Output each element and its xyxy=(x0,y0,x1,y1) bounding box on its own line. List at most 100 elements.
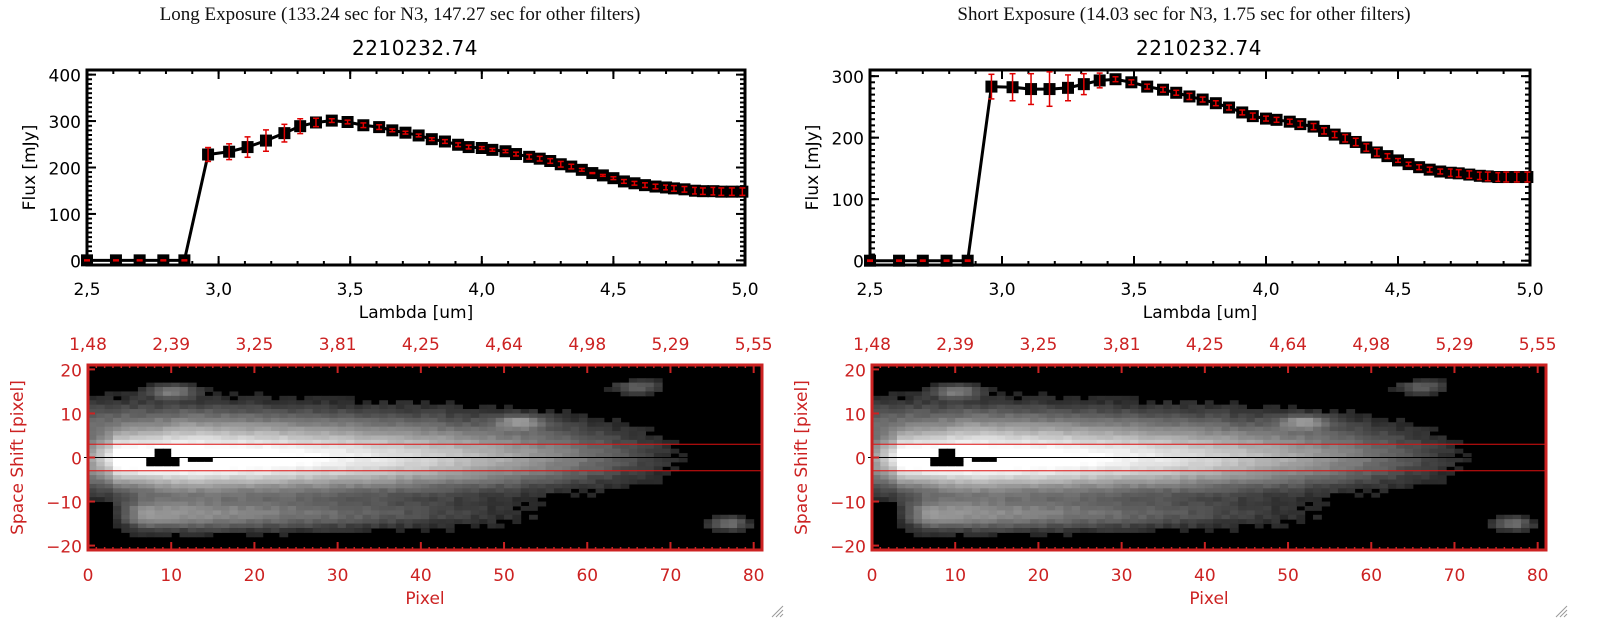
image-pixel xyxy=(512,435,522,441)
image-pixel xyxy=(963,431,973,436)
image-pixel xyxy=(545,431,555,436)
image-pixel xyxy=(1113,483,1123,489)
image-pixel xyxy=(645,448,655,454)
image-pixel xyxy=(1271,426,1281,432)
image-pixel xyxy=(470,435,480,441)
image-pixel xyxy=(888,435,898,441)
image-pixel xyxy=(1171,523,1181,529)
image-pixel xyxy=(896,431,906,436)
image-pixel xyxy=(570,422,580,428)
image-pixel xyxy=(512,417,522,423)
image-pixel xyxy=(129,426,139,432)
image-pixel xyxy=(1213,510,1222,516)
image-pixel xyxy=(1412,475,1422,481)
image-pixel xyxy=(1088,400,1098,406)
image-pixel xyxy=(587,422,597,428)
image-pixel xyxy=(345,444,355,450)
image-pixel xyxy=(1362,444,1372,450)
image-pixel xyxy=(204,400,214,406)
image-pixel xyxy=(1246,444,1256,450)
image-pixel xyxy=(971,470,981,476)
image-pixel xyxy=(445,514,455,520)
image-pixel xyxy=(229,453,239,458)
image-pixel xyxy=(412,505,422,511)
image-pixel xyxy=(462,514,472,520)
image-pixel xyxy=(129,457,139,463)
image-pixel xyxy=(645,387,655,392)
image-pixel xyxy=(1138,461,1148,467)
image-pixel xyxy=(146,497,156,503)
image-pixel xyxy=(1146,479,1156,485)
image-pixel xyxy=(320,510,330,516)
image-pixel xyxy=(1387,426,1397,432)
image-pixel xyxy=(404,435,414,441)
image-pixel xyxy=(537,431,547,436)
image-pixel xyxy=(345,483,355,489)
image-pixel xyxy=(354,417,364,423)
image-pixel xyxy=(1171,435,1181,441)
image-pixel xyxy=(221,426,230,432)
image-pixel xyxy=(1021,497,1031,503)
image-pixel xyxy=(603,426,613,432)
image-pixel xyxy=(437,523,447,529)
image-pixel xyxy=(96,435,106,441)
image-pixel xyxy=(221,431,230,436)
image-pixel xyxy=(1204,488,1214,494)
image-pixel xyxy=(1088,510,1098,516)
image-pixel xyxy=(1412,387,1422,392)
x-tick-label: 20 xyxy=(244,566,266,586)
image-pixel xyxy=(1163,461,1173,467)
y-tick-label: 300 xyxy=(832,68,864,88)
image-pixel xyxy=(412,409,422,414)
image-pixel xyxy=(921,387,931,392)
image-pixel xyxy=(1071,453,1081,458)
image-pixel xyxy=(395,492,405,498)
image-pixel xyxy=(495,448,505,454)
image-pixel xyxy=(1254,519,1264,525)
image-pixel xyxy=(412,519,422,525)
image-pixel xyxy=(1038,426,1048,432)
image-pixel xyxy=(1071,400,1081,406)
image-pixel xyxy=(1288,510,1297,516)
error-bar xyxy=(360,122,367,129)
image-pixel xyxy=(1055,475,1064,481)
image-pixel xyxy=(345,510,355,516)
image-pixel xyxy=(412,475,422,481)
image-pixel xyxy=(495,501,505,507)
top-axis-tick-label: 5,55 xyxy=(735,335,773,355)
image-pixel xyxy=(1038,501,1048,507)
image-pixel xyxy=(1096,413,1106,419)
image-pixel xyxy=(221,505,230,511)
image-pixel xyxy=(154,409,164,414)
image-pixel xyxy=(880,400,890,406)
image-pixel xyxy=(229,510,239,516)
image-pixel xyxy=(1221,505,1231,511)
image-pixel xyxy=(1204,422,1214,428)
image-pixel xyxy=(1396,417,1406,423)
image-pixel xyxy=(988,422,998,428)
image-pixel xyxy=(896,426,906,432)
image-pixel xyxy=(988,510,998,516)
image-pixel xyxy=(728,519,738,525)
image-pixel xyxy=(930,400,940,406)
image-pixel xyxy=(512,461,522,467)
image-pixel xyxy=(162,395,172,401)
image-pixel xyxy=(1254,426,1264,432)
image-pixel xyxy=(204,483,214,489)
image-pixel xyxy=(1354,422,1364,428)
image-pixel xyxy=(1063,470,1073,476)
image-pixel xyxy=(930,431,940,436)
image-pixel xyxy=(379,492,389,498)
image-pixel xyxy=(1129,505,1139,511)
image-pixel xyxy=(1271,501,1281,507)
image-pixel xyxy=(963,497,973,503)
image-pixel xyxy=(1254,413,1264,419)
image-pixel xyxy=(154,523,164,529)
image-pixel xyxy=(287,501,297,507)
image-pixel xyxy=(296,448,305,454)
image-pixel xyxy=(1096,457,1106,463)
image-pixel xyxy=(1346,444,1356,450)
image-pixel xyxy=(963,466,973,472)
image-pixel xyxy=(1154,413,1164,419)
